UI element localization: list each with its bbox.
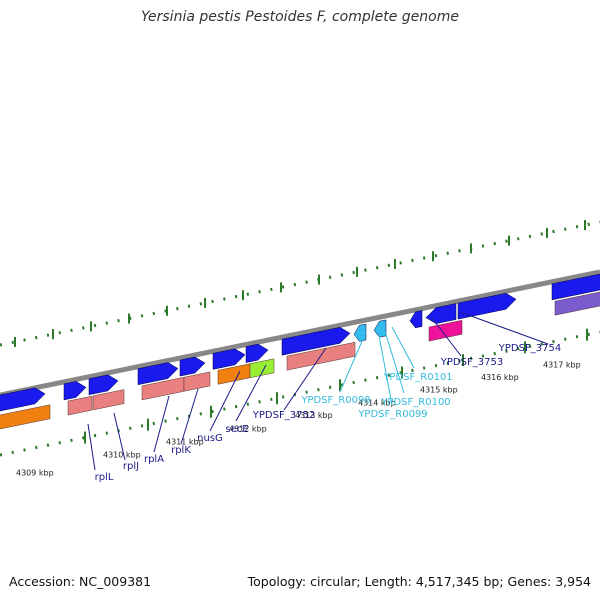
leader-line [87, 423, 96, 471]
feature-layer [0, 273, 600, 430]
kbp-tick-label: 4314 kbp [358, 398, 396, 407]
leader-line [377, 329, 393, 406]
rna-chevron [353, 323, 367, 342]
leader-line [180, 388, 199, 445]
genome-summary: Topology: circular; Length: 4,517,345 bp… [247, 574, 591, 589]
leader-line [153, 395, 170, 453]
gene-label-sece: secE [225, 424, 248, 435]
genome-backbone [0, 269, 600, 398]
gene-label-ypdsf_3752: YPDSF_3752 [252, 410, 315, 421]
leader-line [113, 412, 126, 461]
gene-label-rplk: rplK [171, 445, 191, 456]
gene-arrow [281, 327, 351, 356]
backbone-line [0, 269, 600, 398]
gene-arrow [551, 273, 600, 301]
cds-bar [183, 371, 211, 392]
gene-label-ypdsf_3754: YPDSF_3754 [498, 343, 561, 354]
kbp-tick-label: 4313 kbp [295, 411, 333, 420]
leader-line [339, 331, 367, 393]
kbp-tick-label: 4312 kbp [229, 425, 267, 434]
tick-dots [0, 220, 600, 457]
gene-label-nusg: nusG [197, 433, 223, 444]
leader-line [391, 326, 415, 369]
gene-arrow [457, 293, 517, 320]
cds-bar [249, 358, 275, 379]
kbp-tick-label: 4309 kbp [16, 468, 54, 477]
gene-arrow [425, 303, 457, 324]
gene-arrow [137, 362, 179, 386]
leader-line [283, 347, 327, 411]
kbp-ticks: 4309 kbp 4310 kbp 4311 kbp 4312 kbp 4313 kbp… [16, 328, 588, 477]
gene-label-rplj: rplJ [123, 461, 139, 472]
kbp-tick-label: 4310 kbp [103, 451, 141, 460]
gene-arrow [212, 348, 246, 370]
cds-bar [428, 319, 463, 342]
cds-bar [92, 389, 125, 411]
cds-bar [0, 404, 51, 430]
label-leaders [87, 311, 549, 471]
gene-arrow [63, 381, 87, 401]
gene-label-ypdsf_r0099: YPDSF_R0099 [357, 409, 427, 420]
gene-arrow [409, 310, 423, 329]
gene-label-rpla: rplA [144, 454, 164, 465]
gene-label-ypdsf_r0100: YPDSF_R0100 [380, 397, 450, 408]
gene-arrow [179, 356, 206, 377]
gene-label-ypdsf_r0101: YPDSF_R0101 [382, 372, 452, 383]
leader-line [209, 370, 241, 432]
kbp-tick-label: 4317 kbp [543, 360, 581, 369]
kbp-tick-label: 4311 kbp [166, 438, 204, 447]
kbp-tick-label: 4316 kbp [481, 373, 519, 382]
rna-chevron [373, 319, 387, 338]
gene-arrow [0, 387, 46, 412]
gene-label-rpll: rplL [95, 472, 114, 483]
leader-line [459, 311, 549, 345]
gene-label-ypdsf_r0098: YPDSF_R0098 [300, 395, 370, 406]
gene-arrow [245, 343, 269, 363]
kbp-tick-label: 4315 kbp [420, 386, 458, 395]
gene-arrow [88, 374, 119, 396]
leader-line [431, 317, 462, 357]
leader-line [235, 364, 267, 422]
leader-line [383, 327, 405, 394]
gene-label-ypdsf_3753: YPDSF_3753 [440, 357, 503, 368]
cds-bar [554, 291, 600, 316]
map-title: Yersinia pestis Pestoides F, complete ge… [141, 9, 459, 25]
accession-text: Accession: NC_009381 [9, 574, 152, 589]
cds-bar [67, 395, 93, 416]
